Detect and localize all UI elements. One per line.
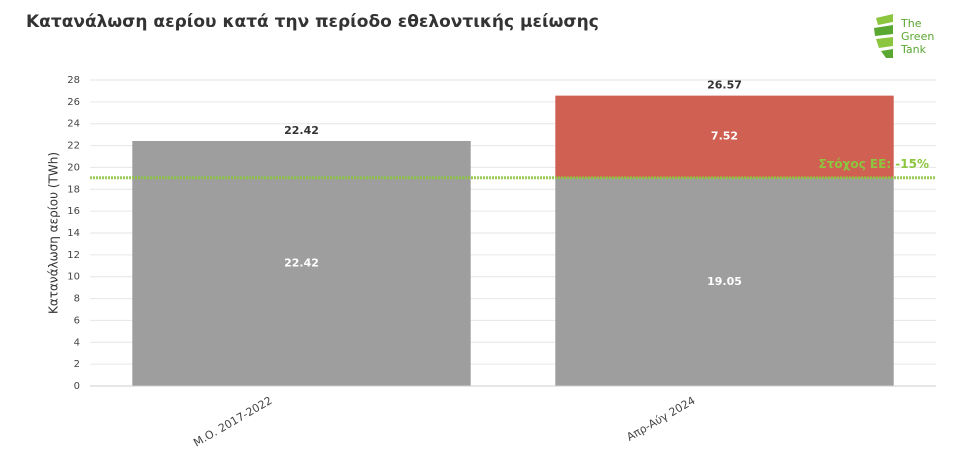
logo-shape xyxy=(881,49,893,58)
logo-shape xyxy=(874,25,893,36)
bar-segment xyxy=(555,177,894,386)
y-tick-label: 16 xyxy=(67,206,80,217)
total-label: 26.57 xyxy=(707,79,742,92)
y-tick-label: 0 xyxy=(74,381,80,392)
data-label: 22.42 xyxy=(284,256,319,269)
bar-segment xyxy=(132,140,471,386)
y-tick-label: 2 xyxy=(74,359,80,370)
y-tick-label: 10 xyxy=(67,272,80,283)
target-label: Στόχος ΕΕ: -15% xyxy=(819,157,929,171)
bar-segment xyxy=(555,95,894,178)
y-tick-label: 8 xyxy=(74,294,80,305)
y-tick-label: 28 xyxy=(67,75,80,86)
y-tick-label: 20 xyxy=(67,162,80,173)
total-label: 22.42 xyxy=(284,124,319,137)
chart-title: Κατανάλωση αερίου κατά την περίοδο εθελο… xyxy=(26,12,599,32)
logo-text: The xyxy=(900,17,922,30)
logo: The Green Tank xyxy=(874,14,934,58)
logo-shape xyxy=(876,37,893,48)
logo-shape xyxy=(876,14,893,25)
y-tick-label: 26 xyxy=(67,97,80,108)
x-tick-label: Απρ-Αύγ 2024 xyxy=(624,394,697,444)
y-tick-label: 12 xyxy=(67,250,80,261)
y-tick-label: 24 xyxy=(67,119,80,130)
y-tick-label: 14 xyxy=(67,228,80,239)
logo-text: Tank xyxy=(900,43,927,56)
logo-text: Green xyxy=(901,30,934,43)
data-label: 7.52 xyxy=(711,130,738,143)
y-tick-label: 4 xyxy=(74,337,80,348)
data-label: 19.05 xyxy=(707,275,742,288)
x-tick-label: Μ.Ο. 2017-2022 xyxy=(191,394,274,450)
y-tick-label: 18 xyxy=(67,184,80,195)
y-tick-label: 6 xyxy=(74,315,80,326)
y-axis-label: Κατανάλωση αερίου (TWh) xyxy=(47,152,61,314)
y-tick-label: 22 xyxy=(67,141,80,152)
